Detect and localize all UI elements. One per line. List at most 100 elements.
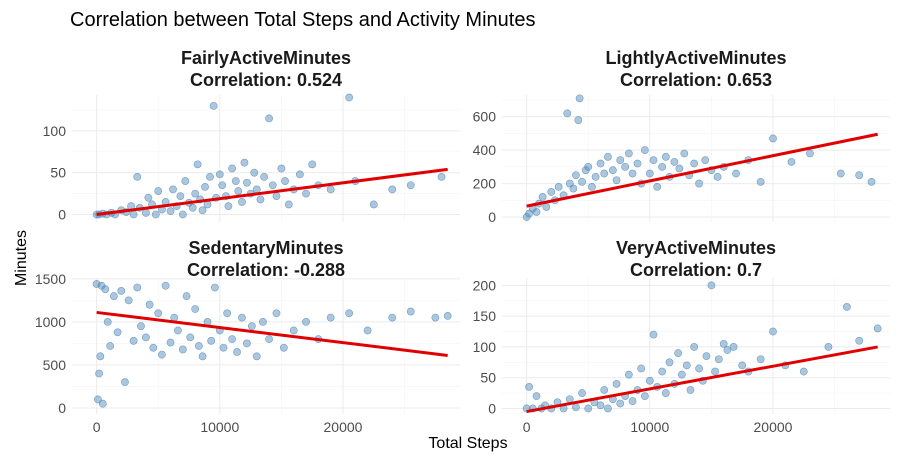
- panel-correlation: Correlation: 0.524: [190, 70, 342, 90]
- x-tick-label: 10000: [630, 419, 669, 435]
- data-point: [645, 376, 654, 385]
- data-point: [431, 313, 440, 322]
- panel-title: LightlyActiveMinutes: [605, 48, 786, 68]
- data-point: [117, 287, 126, 295]
- data-point: [142, 208, 150, 217]
- data-point: [174, 326, 182, 335]
- data-point: [769, 327, 777, 336]
- y-tick-label: 0: [58, 400, 66, 416]
- data-point: [406, 307, 415, 316]
- data-point: [166, 338, 175, 347]
- data-point: [695, 179, 703, 188]
- data-point: [142, 333, 150, 342]
- data-point: [345, 93, 354, 102]
- data-point: [234, 187, 243, 195]
- x-tick-label: 20000: [324, 419, 363, 435]
- data-point: [388, 313, 397, 322]
- data-point: [218, 181, 227, 190]
- trend-line: [526, 132, 878, 208]
- data-point: [640, 392, 649, 401]
- x-tick-label: 10000: [200, 419, 239, 435]
- data-point: [547, 188, 556, 196]
- data-point: [265, 114, 273, 123]
- data-point: [661, 389, 670, 397]
- data-point: [665, 358, 674, 367]
- data-point: [252, 185, 261, 194]
- data-point: [836, 169, 845, 178]
- data-point: [228, 164, 237, 173]
- data-point: [129, 336, 138, 345]
- trend-line: [526, 345, 878, 414]
- data-point: [756, 177, 765, 186]
- data-point: [302, 317, 310, 326]
- data-point: [769, 134, 777, 143]
- data-point: [103, 317, 112, 326]
- data-point: [154, 187, 163, 195]
- trend-line: [96, 310, 448, 357]
- data-point: [661, 152, 670, 161]
- panel-correlation: Correlation: 0.7: [630, 260, 762, 280]
- data-point: [188, 203, 197, 212]
- data-point: [169, 185, 177, 194]
- y-tick-label: 100: [43, 123, 67, 139]
- data-point: [252, 352, 261, 361]
- data-point: [569, 184, 578, 193]
- data-point: [842, 303, 851, 311]
- data-point: [608, 166, 617, 175]
- data-point: [575, 94, 584, 103]
- data-point: [129, 210, 138, 219]
- data-point: [690, 343, 699, 351]
- data-point: [628, 397, 637, 405]
- x-tick-label: 20000: [754, 419, 793, 435]
- data-point: [178, 210, 187, 219]
- data-point: [855, 171, 864, 180]
- data-point: [578, 389, 586, 397]
- data-point: [525, 383, 533, 391]
- data-point: [95, 369, 103, 378]
- data-point: [295, 170, 304, 179]
- data-point: [658, 367, 667, 376]
- data-point: [649, 156, 658, 165]
- data-point: [824, 343, 833, 351]
- data-point: [612, 379, 621, 388]
- y-tick-label: 1000: [35, 314, 66, 330]
- data-point: [149, 343, 158, 352]
- data-point: [711, 367, 719, 376]
- data-point: [640, 146, 649, 155]
- data-point: [161, 281, 170, 290]
- data-point: [604, 404, 612, 413]
- data-point: [284, 200, 293, 209]
- data-point: [653, 183, 662, 191]
- data-point: [563, 109, 572, 118]
- data-point: [437, 172, 446, 181]
- data-point: [719, 339, 728, 348]
- data-point: [106, 342, 115, 350]
- y-tick-label: 150: [473, 308, 497, 324]
- data-point: [645, 169, 654, 178]
- data-point: [326, 185, 335, 194]
- data-point: [243, 339, 251, 348]
- data-point: [238, 313, 246, 322]
- data-point: [690, 159, 699, 168]
- data-point: [670, 157, 679, 166]
- data-point: [680, 149, 689, 158]
- x-axis-label: Total Steps: [428, 435, 507, 452]
- data-point: [272, 309, 281, 318]
- panel-correlation: Correlation: 0.653: [620, 70, 772, 90]
- data-point: [194, 342, 203, 350]
- chart-title: Correlation between Total Steps and Acti…: [70, 9, 535, 31]
- data-point: [674, 349, 683, 357]
- data-point: [723, 346, 732, 354]
- data-point: [675, 164, 684, 173]
- data-point: [600, 386, 609, 394]
- panel-title: SedentaryMinutes: [188, 238, 343, 258]
- data-point: [260, 172, 269, 181]
- data-point: [243, 178, 251, 187]
- data-point: [616, 156, 625, 165]
- data-point: [686, 386, 695, 394]
- data-point: [109, 292, 118, 300]
- data-point: [268, 181, 277, 190]
- data-point: [584, 404, 593, 413]
